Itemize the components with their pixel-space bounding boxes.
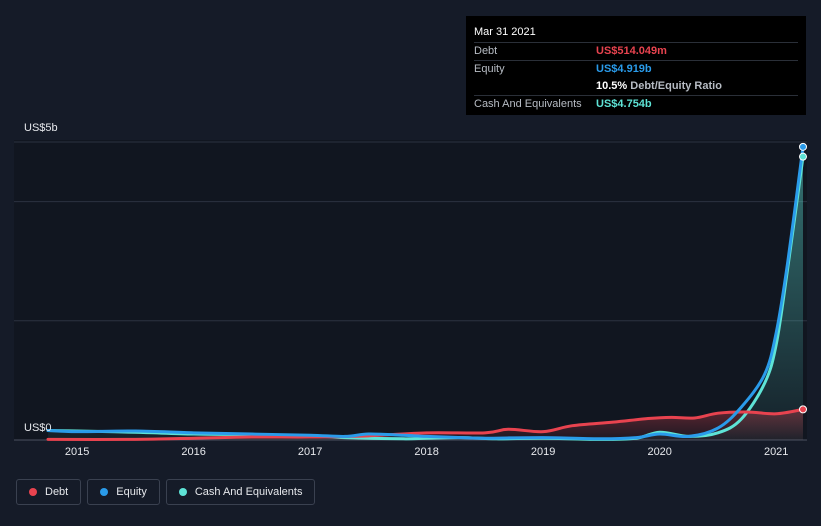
tooltip-ratio-label: Debt/Equity Ratio (630, 80, 722, 92)
series-line-equity (46, 145, 805, 441)
legend-dot-equity (100, 488, 109, 496)
y-axis-bottom-label: US$0 (24, 422, 52, 434)
series-line-debt (46, 407, 805, 441)
legend-item-cash[interactable]: Cash And Equivalents (165, 479, 316, 505)
tooltip-equity-label: Equity (474, 63, 505, 75)
x-tick-label: 2018 (414, 446, 439, 458)
x-tick-label: 2016 (181, 446, 206, 458)
x-tick-label: 2017 (297, 446, 323, 458)
legend-label-debt: Debt (45, 486, 69, 498)
x-tick-label: 2019 (530, 446, 556, 458)
end-point-equity (799, 142, 807, 151)
x-tick-label: 2020 (647, 446, 672, 458)
data-tooltip: Mar 31 2021 Debt US$514.049m Equity US$4… (466, 16, 806, 115)
legend-label-cash: Cash And Equivalents (194, 486, 303, 498)
legend-item-debt[interactable]: Debt (16, 479, 82, 505)
legend-dot-cash (178, 488, 187, 496)
chart-legend: Debt Equity Cash And Equivalents (16, 479, 316, 505)
end-point-cash (799, 152, 807, 161)
series-area-debt (48, 409, 803, 440)
end-point-debt (799, 405, 807, 414)
tooltip-equity-value: US$4.919b (596, 63, 652, 75)
debt-equity-chart (14, 140, 807, 441)
tooltip-debt-label: Debt (474, 45, 498, 57)
tooltip-cash-label: Cash And Equivalents (474, 98, 582, 110)
tooltip-date: Mar 31 2021 (474, 26, 536, 38)
legend-item-equity[interactable]: Equity (87, 479, 160, 505)
tooltip-ratio-value: 10.5% (596, 80, 628, 92)
x-tick-label: 2021 (763, 446, 789, 458)
past-shaded-region (14, 140, 807, 440)
tooltip-cash-value: US$4.754b (596, 98, 652, 110)
tooltip-ratio: 10.5% Debt/Equity Ratio (596, 78, 722, 95)
y-axis-top-label: US$5b (24, 122, 58, 134)
tooltip-debt-value: US$514.049m (596, 45, 667, 57)
legend-dot-debt (29, 488, 37, 496)
legend-label-equity: Equity (116, 486, 147, 498)
x-tick-label: 2015 (64, 446, 90, 458)
